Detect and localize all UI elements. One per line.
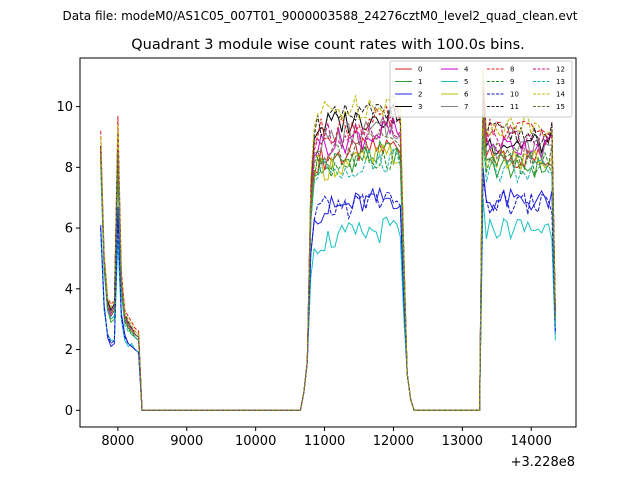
chart-title: Quadrant 3 module wise count rates with … (131, 37, 525, 53)
y-tick-label: 2 (65, 343, 73, 358)
legend-label-14: 14 (556, 91, 565, 99)
axes-frame (79, 57, 577, 428)
plot-area (80, 58, 576, 427)
series-line-15 (100, 112, 556, 411)
x-tick-label: 8000 (101, 434, 134, 449)
legend-label-4: 4 (464, 66, 469, 74)
x-offset-label: +3.228e8 (511, 455, 575, 470)
legend-label-11: 11 (510, 103, 519, 111)
series-line-14 (100, 70, 556, 411)
legend-label-8: 8 (510, 66, 514, 74)
legend-label-2: 2 (418, 91, 422, 99)
series-layer (100, 70, 556, 411)
y-tick-label: 8 (65, 161, 73, 176)
series-line-12 (100, 94, 556, 411)
legend-label-5: 5 (464, 78, 468, 86)
x-tick-label: 14000 (511, 434, 552, 449)
legend-label-15: 15 (556, 103, 565, 111)
y-tick-label: 0 (65, 404, 73, 419)
legend-label-7: 7 (464, 103, 468, 111)
y-tick-label: 6 (65, 222, 73, 237)
legend-label-12: 12 (556, 66, 565, 74)
legend-label-10: 10 (510, 91, 519, 99)
legend-label-13: 13 (556, 78, 565, 86)
legend-box (389, 60, 573, 118)
legend-label-1: 1 (418, 78, 422, 86)
x-tick-label: 13000 (442, 434, 483, 449)
data-file-label: Data file: modeM0/AS1C05_007T01_90000035… (62, 9, 577, 23)
x-tick-label: 10000 (235, 434, 276, 449)
x-tick-label: 9000 (170, 434, 203, 449)
x-tick-label: 11000 (304, 434, 345, 449)
y-tick-label: 10 (56, 100, 73, 115)
x-tick-label: 12000 (373, 434, 414, 449)
x-axis: 8000 9000 10000 11000 12000 13000 14000 (101, 427, 552, 449)
legend-label-6: 6 (464, 91, 469, 99)
y-axis: 0 2 4 6 8 10 (56, 100, 80, 419)
legend-label-0: 0 (418, 66, 422, 74)
legend-label-3: 3 (418, 103, 422, 111)
y-tick-label: 4 (65, 282, 73, 297)
legend-label-9: 9 (510, 78, 514, 86)
